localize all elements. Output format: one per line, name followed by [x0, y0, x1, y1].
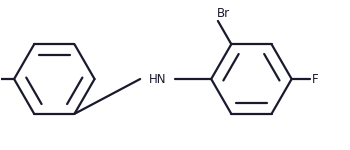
Text: HN: HN	[149, 72, 166, 86]
Text: F: F	[312, 72, 318, 86]
Text: Br: Br	[217, 7, 230, 20]
